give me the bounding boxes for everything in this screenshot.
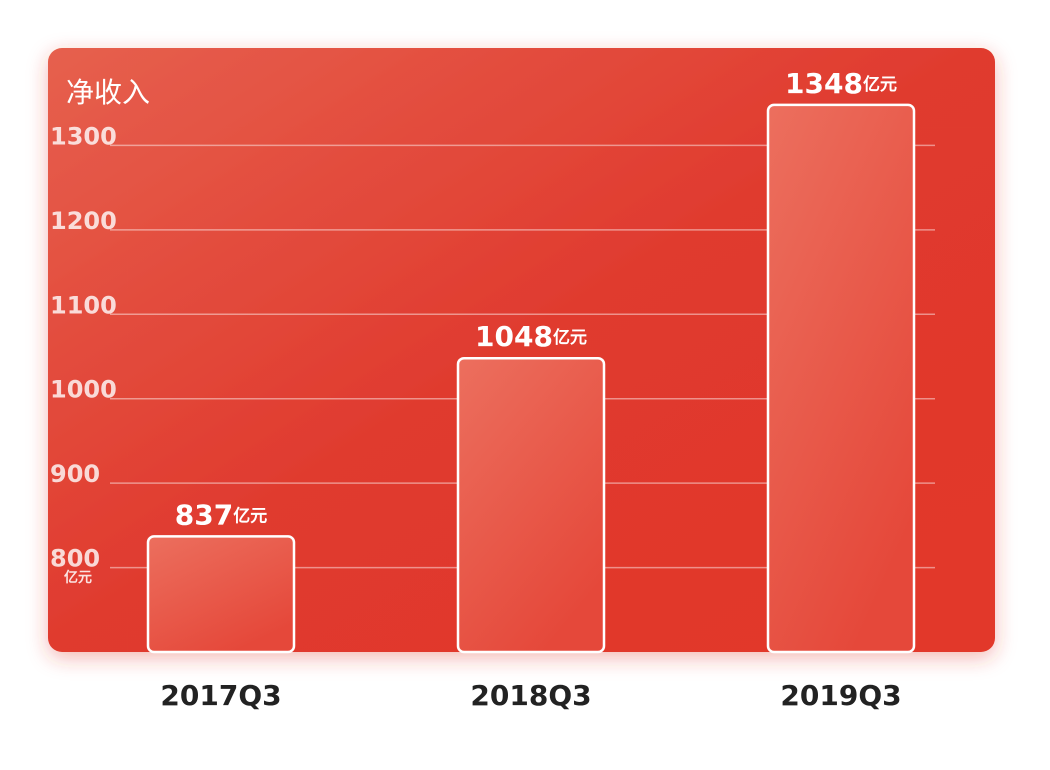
- x-tick-label: 2017Q3: [160, 679, 281, 712]
- value-label-part: 1348: [785, 67, 863, 100]
- x-tick-label: 2019Q3: [780, 679, 901, 712]
- y-unit: 亿元: [64, 569, 92, 586]
- y-tick-label: 1100: [50, 291, 117, 319]
- bar: [456, 356, 606, 654]
- value-label: 1348亿元: [785, 67, 897, 100]
- value-label-part: 亿元: [863, 74, 897, 95]
- y-tick-label: 800: [50, 545, 100, 573]
- value-label: 1048亿元: [475, 320, 587, 353]
- bar: [146, 535, 296, 654]
- card: [48, 48, 995, 652]
- y-tick-label: 900: [50, 460, 100, 488]
- y-tick-label: 1000: [50, 376, 117, 404]
- value-label-part: 亿元: [233, 505, 267, 526]
- value-label-part: 亿元: [553, 327, 587, 348]
- value-label-part: 1048: [475, 320, 553, 353]
- x-tick-label: 2018Q3: [470, 679, 591, 712]
- y-tick-label: 1200: [50, 207, 117, 235]
- chart-title: 净收入: [66, 76, 150, 109]
- value-label-part: 837: [175, 498, 233, 531]
- value-label: 837亿元: [175, 498, 267, 531]
- bar: [766, 103, 916, 654]
- y-tick-label: 1300: [50, 122, 117, 150]
